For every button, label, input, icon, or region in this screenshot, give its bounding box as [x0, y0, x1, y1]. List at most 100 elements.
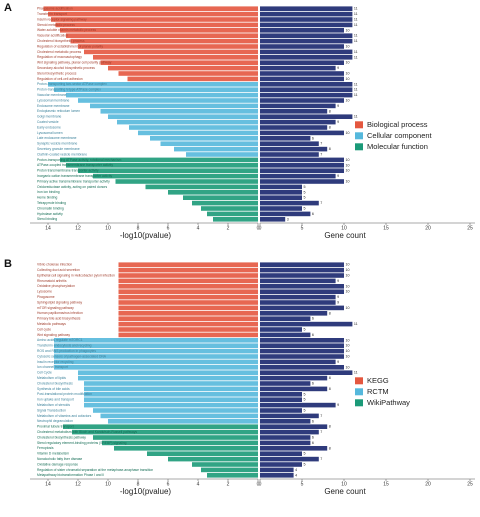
count-label: 10 — [346, 61, 350, 65]
count-label: 11 — [354, 88, 358, 92]
legend-label: Biological process — [367, 120, 428, 129]
term-label: Cell Cycle — [37, 371, 52, 375]
term-label: ROS and RNS production in phagocytes — [37, 349, 96, 353]
count-bar — [260, 321, 353, 327]
count-bar — [260, 429, 319, 435]
count-bar — [260, 184, 302, 190]
count-label: 10 — [346, 169, 350, 173]
count-bar — [260, 168, 344, 173]
term-label: Tetrapyrrole binding — [37, 201, 66, 205]
count-label: 10 — [346, 290, 350, 294]
panel-label: A — [4, 2, 12, 14]
pvalue-bar — [78, 375, 258, 381]
term-label: Iron ion binding — [37, 190, 60, 194]
pvalue-bar — [186, 152, 258, 157]
count-label: 10 — [346, 179, 350, 183]
count-bar — [260, 82, 353, 87]
term-label: Endoplasmic reticulum lumen — [37, 109, 80, 113]
count-bar — [260, 446, 328, 451]
pvalue-bar — [93, 173, 258, 179]
legend-label: Cellular component — [367, 131, 433, 140]
pvalue-bar — [145, 184, 258, 190]
x2-tick-label: 15 — [383, 225, 389, 231]
legend-swatch — [355, 388, 363, 396]
x-axis-title: -log10(pvalue) — [120, 231, 171, 240]
pvalue-bar — [192, 462, 258, 467]
pvalue-bar — [66, 33, 258, 38]
count-bar — [260, 22, 353, 28]
count-bar — [260, 311, 328, 316]
count-label: 8 — [329, 425, 331, 429]
term-label: Insulin receptor recycling — [37, 360, 74, 364]
count-bar — [260, 467, 294, 473]
x-axis-title: -log10(pvalue) — [120, 487, 171, 496]
pvalue-bar — [160, 141, 258, 146]
pvalue-bar — [60, 157, 258, 163]
term-label: Steroid metabolic process — [37, 23, 75, 27]
count-bar — [260, 130, 344, 136]
count-label: 8 — [329, 125, 331, 129]
count-bar — [260, 206, 302, 211]
pvalue-bar — [118, 273, 258, 278]
x-tick-label: 12 — [75, 481, 81, 487]
count-bar — [260, 451, 302, 456]
count-label: 11 — [354, 50, 358, 54]
pvalue-bar — [54, 354, 258, 359]
pvalue-bar — [84, 402, 258, 408]
pvalue-bar — [118, 311, 258, 316]
count-label: 11 — [354, 115, 358, 119]
count-label: 5 — [304, 196, 306, 200]
term-label: Phagosome acidification — [37, 7, 73, 11]
legend-label: KEGG — [367, 376, 389, 385]
pvalue-bar — [78, 98, 258, 103]
count-bar — [260, 195, 302, 200]
count-bar — [260, 284, 344, 289]
x-tick-label: 0 — [257, 481, 260, 487]
count-label: 4 — [295, 468, 297, 472]
x2-tick-label: 0 — [259, 225, 262, 231]
term-label: Golgi membrane — [37, 115, 62, 119]
pvalue-bar — [118, 294, 258, 300]
term-label: Sterol biosynthetic process — [37, 71, 77, 75]
pvalue-bar — [78, 168, 258, 173]
count-label: 10 — [346, 349, 350, 353]
pvalue-bar — [127, 76, 258, 82]
count-label: 6 — [312, 381, 314, 385]
term-label: Proton-transporting two-sector ATPase co… — [37, 82, 107, 86]
term-label: Metabolism of steroids — [37, 403, 70, 407]
pvalue-bar — [54, 87, 258, 92]
pvalue-bar — [201, 467, 258, 473]
pvalue-bar — [129, 125, 258, 130]
count-label: 11 — [354, 12, 358, 16]
count-bar — [260, 87, 353, 92]
count-bar — [260, 359, 336, 365]
count-bar — [260, 375, 328, 381]
count-bar — [260, 60, 344, 65]
term-label: Insulin receptor signaling pathway — [37, 17, 87, 21]
count-label: 11 — [354, 23, 358, 27]
count-label: 6 — [312, 317, 314, 321]
count-label: 11 — [354, 371, 358, 375]
count-bar — [260, 397, 302, 402]
pvalue-bar — [118, 262, 258, 267]
pvalue-bar — [48, 82, 258, 87]
term-label: Rheumatoid arthritis — [37, 279, 67, 283]
pvalue-bar — [168, 190, 258, 195]
pvalue-bar — [118, 71, 258, 76]
pvalue-bar — [63, 424, 258, 429]
term-label: Vacuolar membrane — [37, 93, 67, 97]
pvalue-bar — [60, 28, 258, 33]
count-label: 8 — [329, 376, 331, 380]
count-bar — [260, 370, 353, 375]
count-label: 10 — [346, 28, 350, 32]
pvalue-bar — [192, 200, 258, 206]
term-label: Early endosome — [37, 125, 61, 129]
legend-swatch — [355, 132, 363, 140]
count-bar — [260, 17, 353, 22]
term-label: Primary active transmembrane transporter… — [37, 179, 110, 183]
pvalue-bar — [43, 6, 258, 11]
count-label: 10 — [346, 44, 350, 48]
count-bar — [260, 365, 344, 370]
pvalue-bar — [54, 348, 258, 354]
